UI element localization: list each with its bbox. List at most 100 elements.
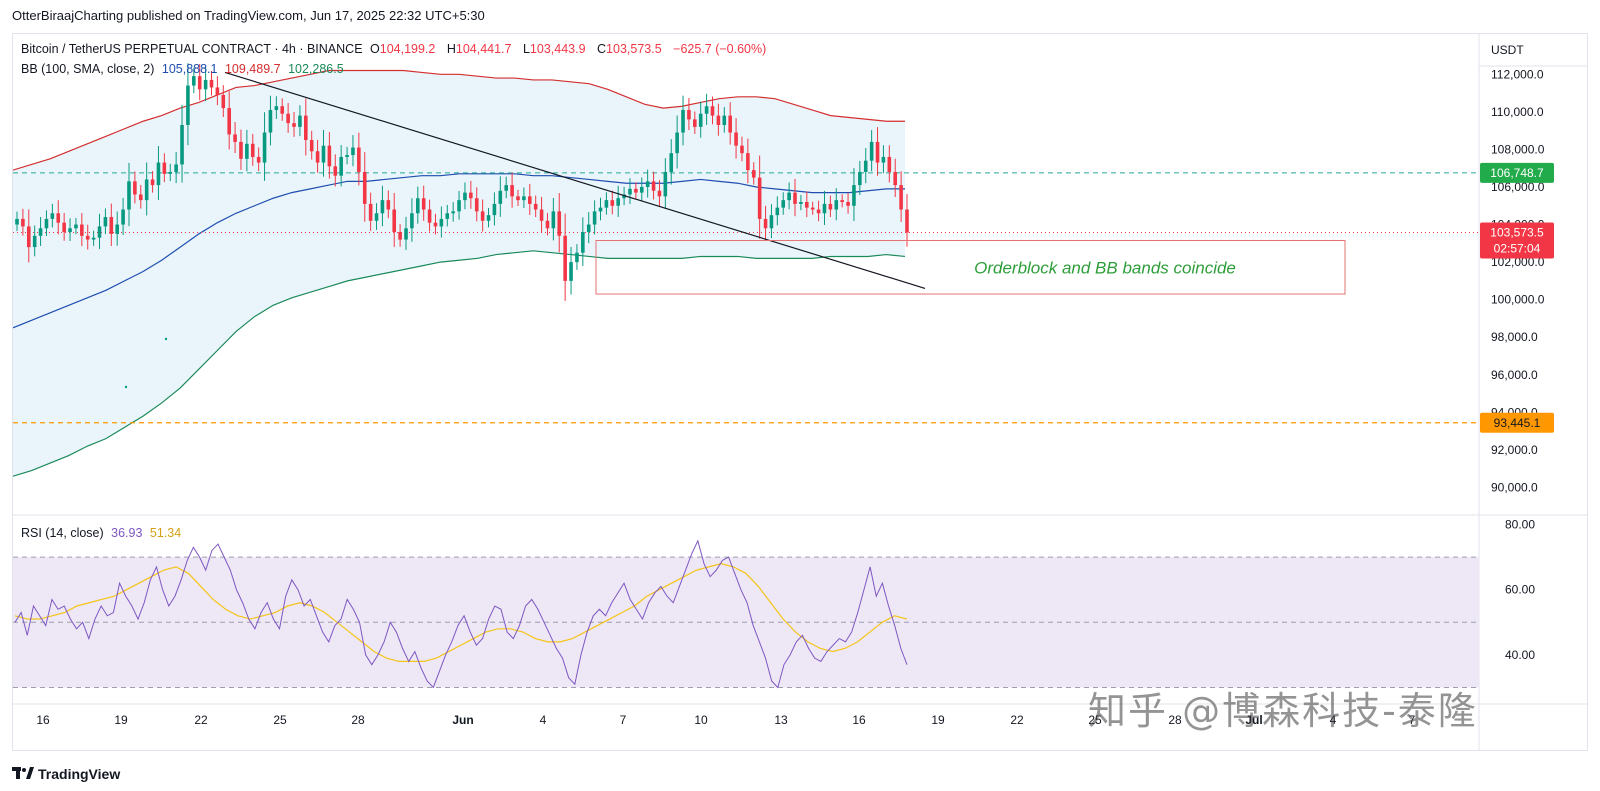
h-label: H [446,42,456,56]
candle-body [91,237,96,240]
candle-body [586,224,591,233]
candle-body [840,200,844,202]
candle-body [345,155,349,157]
candle-body [905,209,909,233]
candle-body [557,211,562,236]
candle [757,155,762,239]
price-tick-label: 102,000.0 [1491,255,1545,269]
candle-body [510,185,514,197]
candle [628,178,632,205]
candle-body [698,113,703,127]
rsi-legend[interactable]: RSI (14, close) 36.93 51.34 [21,526,185,540]
candle [822,190,827,226]
candle-body [174,164,178,172]
candle [133,171,137,204]
price-tick-label: 100,000.0 [1491,293,1545,307]
candle-body [44,218,49,229]
candle [722,107,727,133]
candle [557,193,562,253]
candle [598,197,603,221]
candle-body [262,132,267,163]
candle-body [799,202,803,204]
candle [492,192,497,226]
candle-body [604,200,609,208]
candle [404,216,408,250]
candle-body [386,200,391,210]
candle-body [268,109,273,133]
candle-body [516,196,520,201]
candle [262,112,267,181]
candle [85,224,90,250]
time-tick-label: Jun [452,713,473,727]
candle [669,139,674,185]
candle [551,197,556,241]
candle-body [203,79,208,90]
symbol-legend[interactable]: Bitcoin / TetherUS PERPETUAL CONTRACT · … [21,42,770,56]
candle [162,153,167,183]
chart-svg[interactable]: USDT Orderblock and BB bands coincide 112,… [12,34,1587,750]
candle [421,185,426,221]
candle [581,217,585,266]
time-tick-label: 13 [774,713,788,727]
candle [763,205,768,241]
candle [410,198,414,242]
candle-body [722,115,727,125]
candle-body [675,132,679,154]
candle-body [498,190,503,204]
stray-dot [124,385,128,389]
candle [463,182,467,210]
candle [368,192,373,231]
candle-body [492,203,497,216]
candle-body [245,143,249,159]
candle [280,98,285,121]
candle-body [433,222,438,227]
time-tick-label: 22 [194,713,208,727]
candle [693,111,697,134]
candle-body [610,200,615,206]
candle-body [250,143,255,157]
resistance-price-tag-bg [1480,162,1554,183]
candle [469,180,473,209]
rsi-label[interactable]: RSI (14, close) [21,526,104,540]
candle [504,176,509,199]
candle [604,192,609,215]
rsi-line [14,539,908,689]
candle [498,176,503,217]
candle [751,162,756,185]
rsi-tick-label: 60.00 [1505,583,1535,597]
candle [374,203,379,230]
candle [687,98,691,131]
candle [769,204,774,239]
current-price-tag: 103,573.5 [1490,226,1544,240]
l-value: 103,443.9 [529,42,586,56]
candle [174,152,178,184]
candle-body [133,181,137,195]
price-tick-label: 110,000.0 [1491,105,1544,119]
candle-body [26,226,31,248]
candle-body [103,217,108,227]
bb-upper-line [12,69,905,171]
candle [398,224,402,247]
candle-body [162,162,167,174]
candle-body [687,109,691,120]
symbol-name[interactable]: Bitcoin / TetherUS PERPETUAL CONTRACT · … [21,42,363,56]
chart-container[interactable]: USDT Orderblock and BB bands coincide 112,… [12,33,1588,751]
candle-body [504,185,509,191]
candle-body [368,203,373,221]
candle [233,121,237,154]
change-value: −625.7 (−0.60%) [673,42,767,56]
candle [616,185,620,217]
candle-body [463,192,467,201]
time-tick-label: 28 [351,713,365,727]
bb-label[interactable]: BB (100, SMA, close, 2) [21,62,155,76]
candle-body [616,198,620,206]
candle [392,192,397,247]
candle [209,70,214,96]
candle-body [551,211,556,229]
tradingview-logo[interactable]: TradingView [12,766,120,782]
candle-body [775,207,780,216]
candle [21,208,25,236]
bb-legend[interactable]: BB (100, SMA, close, 2) 105,888.1 109,48… [21,62,348,76]
trendline [224,71,926,289]
candle [539,196,544,233]
